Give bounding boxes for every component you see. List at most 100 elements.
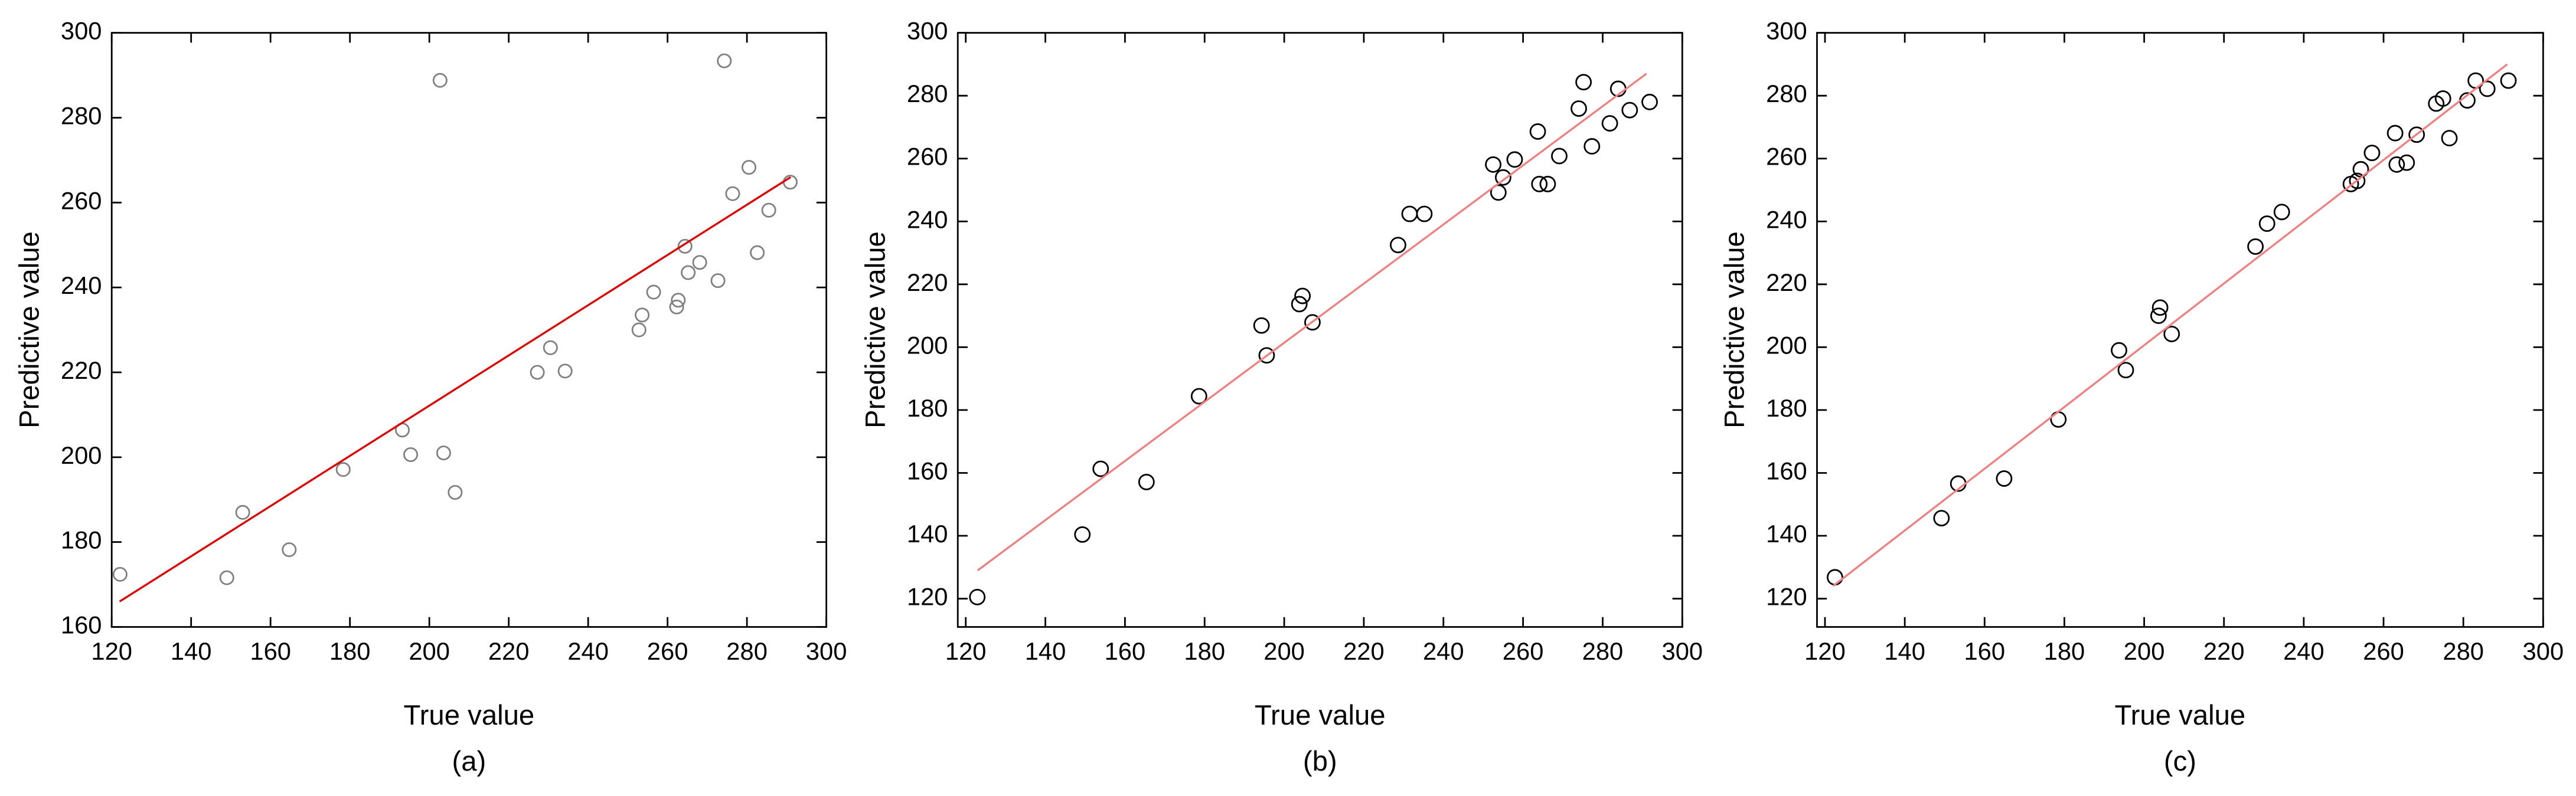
point — [1826, 569, 1843, 586]
x-tick-label: 300 — [2523, 637, 2564, 665]
point — [969, 588, 986, 605]
fit-line — [119, 176, 791, 602]
point — [1294, 287, 1311, 304]
point — [1621, 101, 1638, 119]
point — [710, 273, 726, 289]
y-tick-label: 260 — [61, 186, 102, 214]
x-tick-label: 260 — [2363, 637, 2404, 665]
point — [1485, 156, 1501, 173]
point — [2363, 145, 2381, 162]
x-axis-label: True value — [1255, 700, 1386, 731]
x-tick-label: 300 — [806, 637, 847, 665]
point — [1539, 175, 1556, 192]
point — [669, 299, 684, 315]
y-tick-label: 200 — [1766, 331, 1807, 359]
y-tick-label: 180 — [907, 394, 948, 422]
x-tick-label: 240 — [567, 637, 609, 665]
y-tick-label: 220 — [61, 356, 102, 384]
y-tick-label: 240 — [1766, 205, 1807, 233]
point — [2258, 215, 2275, 232]
y-tick-label: 160 — [1766, 457, 1807, 484]
y-tick-label: 200 — [61, 441, 102, 469]
point — [1529, 123, 1546, 140]
point — [219, 570, 234, 585]
y-tick-label: 180 — [1766, 394, 1807, 422]
point — [741, 160, 757, 175]
plot-frame — [1816, 32, 2544, 628]
point — [631, 322, 647, 338]
x-tick-label: 280 — [1582, 637, 1624, 665]
point — [1401, 205, 1418, 222]
point — [1092, 460, 1109, 477]
x-tick-label: 240 — [1423, 637, 1464, 665]
point — [436, 446, 451, 461]
point — [635, 307, 650, 323]
point — [2386, 125, 2404, 142]
caption: (a) — [452, 746, 487, 777]
plot-frame — [110, 32, 828, 628]
point — [2388, 156, 2405, 173]
point — [1490, 184, 1507, 201]
point — [2151, 299, 2169, 316]
point — [2500, 72, 2517, 89]
point — [1641, 93, 1658, 110]
caption: (b) — [1303, 746, 1337, 777]
point — [2273, 204, 2290, 221]
point — [1601, 115, 1618, 132]
point — [1551, 148, 1568, 165]
y-tick-label: 160 — [907, 457, 948, 484]
x-tick-label: 140 — [171, 637, 212, 665]
point — [2163, 326, 2180, 342]
y-tick-label: 220 — [907, 268, 948, 296]
x-tick-label: 140 — [1025, 637, 1066, 665]
point — [2247, 238, 2264, 255]
x-tick-label: 120 — [945, 637, 987, 665]
point — [557, 363, 573, 379]
point — [750, 245, 765, 260]
x-tick-label: 160 — [250, 637, 291, 665]
x-tick-label: 220 — [488, 637, 530, 665]
point — [2408, 126, 2425, 143]
y-tick-label: 120 — [1766, 583, 1807, 611]
x-tick-label: 180 — [329, 637, 371, 665]
point — [1996, 470, 2013, 487]
point — [1571, 100, 1587, 117]
caption: (c) — [2164, 746, 2196, 777]
point — [725, 186, 740, 201]
y-tick-label: 180 — [61, 526, 102, 554]
y-tick-label: 300 — [907, 17, 948, 45]
x-tick-label: 260 — [647, 637, 688, 665]
point — [1074, 526, 1091, 543]
point — [681, 265, 696, 280]
point — [646, 284, 661, 300]
x-tick-label: 180 — [2044, 637, 2085, 665]
y-tick-label: 280 — [61, 101, 102, 129]
y-tick-label: 260 — [907, 143, 948, 171]
x-tick-label: 140 — [1884, 637, 1925, 665]
point — [1575, 74, 1592, 91]
point — [2150, 307, 2167, 325]
point — [677, 238, 693, 254]
point — [2349, 172, 2366, 189]
fit-line — [977, 73, 1647, 571]
point — [717, 53, 732, 68]
point — [1933, 510, 1950, 527]
point — [1291, 296, 1308, 313]
point — [2479, 80, 2496, 97]
plot-frame — [956, 32, 1683, 628]
point — [112, 566, 128, 582]
y-tick-label: 200 — [907, 331, 948, 359]
x-tick-label: 260 — [1503, 637, 1544, 665]
x-tick-label: 200 — [1263, 637, 1305, 665]
x-tick-label: 160 — [1964, 637, 2005, 665]
fit-line — [1832, 63, 2508, 587]
y-tick-label: 280 — [907, 80, 948, 107]
x-tick-label: 220 — [2203, 637, 2245, 665]
x-tick-label: 120 — [91, 637, 132, 665]
y-tick-label: 300 — [1766, 17, 1807, 45]
x-tick-label: 280 — [726, 637, 768, 665]
x-tick-label: 120 — [1804, 637, 1846, 665]
point — [235, 505, 250, 520]
